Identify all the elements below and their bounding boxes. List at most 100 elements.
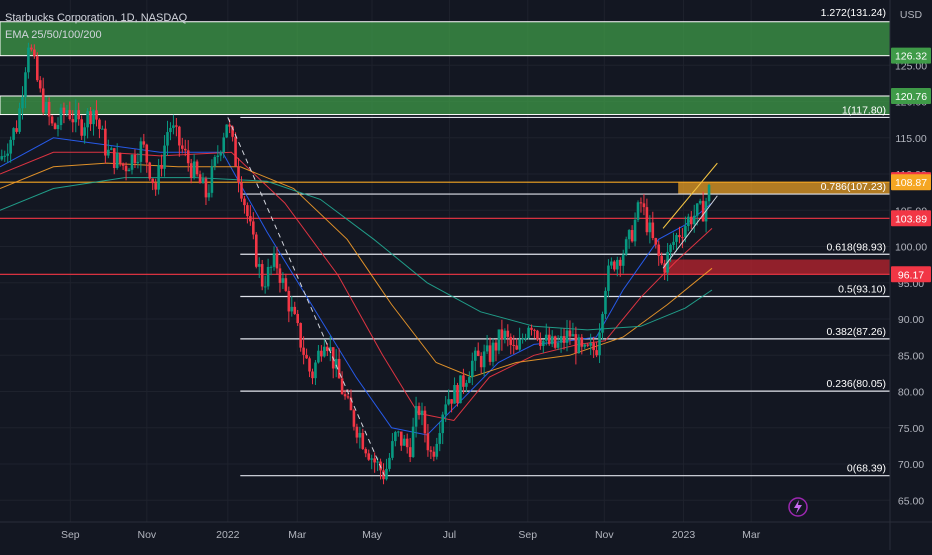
candle bbox=[636, 200, 640, 223]
candle bbox=[219, 150, 223, 162]
candle bbox=[595, 341, 598, 358]
candle bbox=[86, 108, 89, 139]
candle-body bbox=[544, 334, 548, 341]
symbol-title: Starbucks Corporation, 1D, NASDAQ bbox=[5, 12, 188, 24]
y-tick-label: 85.00 bbox=[898, 350, 924, 362]
candle-body bbox=[210, 166, 214, 193]
fib-label: 0(68.39) bbox=[847, 463, 886, 475]
candle bbox=[130, 153, 134, 175]
candle-body bbox=[651, 222, 655, 239]
candle-body bbox=[648, 222, 652, 233]
x-tick-label: Jul bbox=[443, 529, 456, 541]
candle-body bbox=[95, 110, 98, 120]
candle bbox=[257, 257, 261, 278]
candle-body bbox=[115, 153, 119, 169]
candle bbox=[651, 211, 655, 241]
candle-body bbox=[302, 347, 305, 355]
candle-body bbox=[547, 334, 551, 345]
candle bbox=[616, 256, 619, 277]
candle-body bbox=[290, 306, 294, 312]
candle-body bbox=[364, 449, 368, 454]
candle-body bbox=[645, 207, 649, 233]
candle bbox=[675, 232, 678, 252]
candle-body bbox=[3, 155, 7, 157]
candle-body bbox=[207, 192, 211, 198]
candle-body bbox=[423, 410, 427, 434]
candle-body bbox=[624, 239, 628, 255]
candle-body bbox=[391, 441, 394, 458]
candle-body bbox=[231, 126, 234, 137]
y-tick-label: 65.00 bbox=[898, 495, 924, 507]
candle bbox=[175, 118, 178, 137]
candle bbox=[195, 159, 199, 177]
candle bbox=[488, 337, 492, 366]
candle bbox=[630, 225, 634, 243]
candle bbox=[18, 102, 21, 134]
candle bbox=[518, 327, 521, 351]
lightning-icon[interactable] bbox=[788, 497, 808, 517]
candle bbox=[639, 197, 643, 213]
candle bbox=[397, 430, 400, 437]
candle-body bbox=[166, 132, 169, 146]
candle-body bbox=[296, 313, 300, 324]
supply-zone bbox=[678, 181, 890, 195]
candle-body bbox=[160, 165, 163, 169]
candle bbox=[565, 319, 569, 352]
candle bbox=[645, 198, 649, 236]
candle-body bbox=[145, 144, 149, 163]
candle-body bbox=[252, 221, 255, 235]
candle bbox=[698, 198, 702, 205]
candle bbox=[485, 335, 489, 355]
candle bbox=[444, 396, 447, 422]
price-badge bbox=[891, 47, 931, 64]
candle bbox=[586, 342, 590, 348]
candle-body bbox=[50, 116, 54, 124]
candle-body bbox=[684, 226, 687, 238]
candle-body bbox=[367, 453, 371, 460]
candle-body bbox=[553, 336, 557, 348]
indicator-label[interactable]: EMA 25/50/100/200 bbox=[5, 29, 102, 41]
candle bbox=[580, 334, 584, 355]
candle bbox=[598, 323, 601, 364]
candle bbox=[107, 139, 110, 159]
candles bbox=[0, 42, 711, 485]
candle-body bbox=[592, 343, 595, 351]
candle-body bbox=[213, 156, 217, 167]
candle-body bbox=[305, 354, 308, 359]
candle-body bbox=[515, 345, 518, 350]
candle bbox=[621, 249, 625, 274]
candle-body bbox=[524, 337, 527, 339]
candle bbox=[633, 212, 637, 247]
candle-body bbox=[337, 358, 341, 379]
candle-body bbox=[198, 174, 202, 184]
candle-body bbox=[450, 399, 453, 404]
candle-body bbox=[621, 254, 625, 266]
candle-body bbox=[438, 433, 442, 444]
trend-line bbox=[227, 117, 385, 476]
candle-body bbox=[639, 202, 643, 204]
candle bbox=[405, 433, 409, 454]
candle bbox=[204, 176, 208, 206]
candle bbox=[343, 389, 347, 400]
candle bbox=[59, 103, 63, 131]
candle-body bbox=[408, 447, 412, 458]
candle bbox=[411, 417, 415, 458]
candle bbox=[21, 86, 24, 120]
candle-body bbox=[476, 350, 480, 356]
candle-body bbox=[284, 278, 288, 291]
candle bbox=[213, 154, 217, 171]
candle-body bbox=[53, 123, 57, 129]
candle-body bbox=[586, 344, 590, 346]
candle-body bbox=[180, 145, 184, 149]
candle bbox=[618, 257, 622, 277]
candle-body bbox=[358, 432, 362, 438]
candle bbox=[142, 133, 146, 148]
candle-body bbox=[237, 166, 240, 183]
candle bbox=[361, 428, 365, 450]
candle-body bbox=[595, 350, 598, 356]
candle-body bbox=[491, 342, 495, 362]
candle-body bbox=[405, 438, 409, 448]
x-tick-label: Nov bbox=[138, 529, 157, 541]
candle bbox=[536, 329, 539, 342]
